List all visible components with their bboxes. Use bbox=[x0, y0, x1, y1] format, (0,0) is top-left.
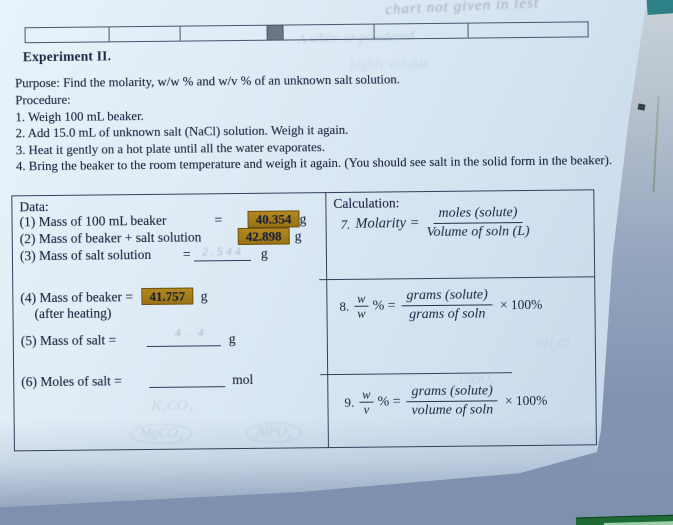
data-row-label: (6) Moles of salt = bbox=[21, 373, 122, 390]
calc-divider-2 bbox=[320, 372, 513, 376]
value-wrap: 40.354 g bbox=[247, 210, 306, 228]
formula-lhs: Molarity = bbox=[355, 215, 420, 232]
fraction-numerator: grams (solute) bbox=[401, 287, 493, 307]
fraction-numerator: w bbox=[354, 292, 369, 307]
data-row-label: (3) Mass of salt solution bbox=[19, 246, 152, 264]
fraction-denominator: w bbox=[357, 306, 366, 321]
score-cell bbox=[24, 26, 110, 44]
percent-equals: % = bbox=[377, 393, 401, 410]
fraction-denominator: v bbox=[363, 402, 370, 417]
blank-line: 2.544 bbox=[193, 243, 251, 262]
score-cell-filled bbox=[267, 24, 284, 41]
measured-value-highlight: 40.354 bbox=[247, 210, 300, 228]
equals-sign: = bbox=[182, 246, 191, 262]
procedure-label: Procedure: bbox=[15, 92, 71, 108]
data-row-5: (5) Mass of salt = 4.4 g bbox=[20, 325, 321, 351]
calc-divider-1 bbox=[319, 276, 595, 281]
data-row-label: (1) Mass of 100 mL beaker bbox=[19, 212, 167, 230]
measured-value-highlight: 42.898 bbox=[237, 227, 290, 246]
formula-ww-percent: 8. w w % = grams (solute) grams of soln … bbox=[339, 287, 542, 324]
measured-value-highlight: 41.757 bbox=[141, 287, 194, 306]
purpose-text: Purpose: Find the molarity, w/w % and w/… bbox=[15, 72, 400, 91]
unit-label: g bbox=[260, 245, 268, 261]
fraction-ww: w w bbox=[354, 292, 369, 321]
unit-label: mol bbox=[232, 371, 254, 388]
value-wrap: 42.898 g bbox=[237, 227, 302, 246]
unit-label: g bbox=[299, 211, 307, 227]
fraction: grams (solute) volume of soln bbox=[406, 383, 498, 419]
unit-label: g bbox=[200, 288, 208, 304]
fraction-denominator: Volume of soln (L) bbox=[426, 223, 530, 241]
formula-wv-percent: 9. w v % = grams (solute) volume of soln… bbox=[344, 383, 547, 420]
data-calculation-table: Data: (1) Mass of 100 mL beaker = 40.354… bbox=[11, 189, 597, 452]
data-row-4-note: (after heating) bbox=[34, 303, 334, 324]
fraction: grams (solute) grams of soln bbox=[401, 287, 493, 323]
unit-label: g bbox=[294, 228, 302, 244]
blank-line: 4.4 bbox=[146, 325, 221, 347]
data-row-label: (4) Mass of beaker = bbox=[20, 289, 134, 306]
data-row-3: (3) Mass of salt solution = 2.544 g bbox=[19, 243, 320, 266]
fraction-denominator: grams of soln bbox=[409, 306, 486, 323]
unit-label: g bbox=[228, 331, 236, 347]
pencil-ghost: 2.544 bbox=[201, 243, 244, 259]
formula-molarity: 7. Molarity = moles (solute) Volume of s… bbox=[340, 205, 530, 242]
score-cell bbox=[468, 21, 589, 39]
procedure-steps: 1. Weigh 100 mL beaker. 2. Add 15.0 mL o… bbox=[15, 103, 626, 175]
score-cell bbox=[180, 24, 268, 42]
equals-sign: = bbox=[214, 212, 223, 228]
fraction-numerator: moles (solute) bbox=[433, 205, 523, 224]
pencil-ghost: 4.4 bbox=[174, 325, 211, 340]
fraction-numerator: w bbox=[359, 388, 374, 403]
blank-line bbox=[149, 372, 226, 388]
data-row-label: (5) Mass of salt = bbox=[20, 332, 117, 349]
note-text: (after heating) bbox=[34, 305, 112, 322]
times-100-percent: × 100% bbox=[499, 296, 543, 312]
percent-equals: % = bbox=[372, 297, 396, 314]
experiment-title: Experiment II. bbox=[22, 48, 112, 65]
times-100-percent: × 100% bbox=[504, 392, 548, 408]
ghost-handwriting: highly soluble bbox=[349, 57, 429, 73]
score-cell bbox=[109, 25, 181, 43]
fraction: moles (solute) Volume of soln (L) bbox=[426, 205, 530, 241]
score-strip bbox=[24, 21, 589, 44]
score-cell bbox=[374, 22, 469, 40]
data-label: Data: bbox=[19, 199, 49, 215]
score-cell bbox=[283, 23, 375, 41]
ghost-handwriting: chart not given in test bbox=[385, 0, 540, 19]
formula-number: 9. bbox=[344, 394, 355, 410]
data-row-label: (2) Mass of beaker + salt solution bbox=[19, 229, 202, 247]
fraction-wv: w v bbox=[359, 388, 374, 417]
data-row-6: (6) Moles of salt = mol bbox=[21, 371, 321, 392]
fraction-numerator: grams (solute) bbox=[406, 383, 498, 403]
formula-number: 8. bbox=[339, 298, 350, 314]
formula-number: 7. bbox=[340, 216, 351, 232]
fraction-denominator: volume of soln bbox=[411, 402, 494, 419]
